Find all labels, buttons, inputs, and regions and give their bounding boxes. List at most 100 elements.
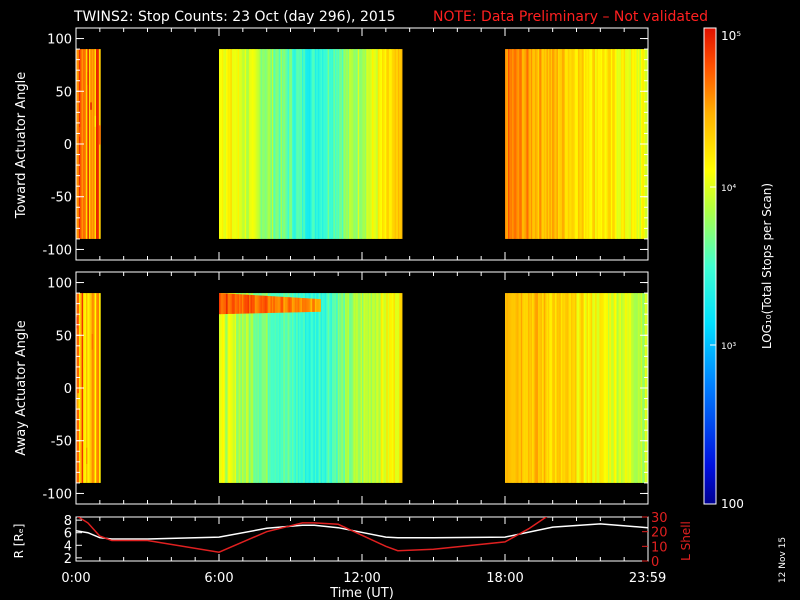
heatmap-cell (269, 293, 271, 483)
heatmap-band-cell (271, 296, 274, 313)
heatmap-band-cell (221, 293, 224, 315)
heatmap-cell (565, 49, 567, 239)
heatmap-cell (585, 49, 587, 239)
heatmap-cell (250, 293, 253, 483)
heatmap-cell (505, 293, 507, 483)
colorbar-tick-label: 100 (721, 497, 744, 511)
heatmap-cell (620, 293, 623, 483)
heatmap-band-cell (229, 293, 231, 314)
heatmap-cell (359, 293, 361, 483)
heatmap-cell (625, 49, 627, 239)
heatmap-band-cell (290, 297, 293, 313)
heatmap-cell (291, 49, 294, 239)
colorbar-tick-label: 10⁵ (721, 29, 741, 43)
heatmap-cell (350, 293, 353, 483)
heatmap-cell (303, 293, 306, 483)
heatmap-cell (625, 293, 627, 483)
heatmap-cell (520, 49, 523, 239)
heatmap-cell (369, 49, 371, 239)
heatmap-cells (76, 293, 648, 483)
heatmap-cell (261, 49, 264, 239)
heatmap-cell (539, 49, 542, 239)
heatmap-cell (569, 49, 572, 239)
heatmap-cell (364, 49, 367, 239)
heatmap-band-cell (256, 295, 259, 314)
heatmap-cell (236, 293, 238, 483)
heatmap-cell (327, 49, 330, 239)
heatmap-cell (91, 293, 94, 483)
heatmap-cell (329, 49, 331, 239)
heatmap-cell (96, 293, 98, 483)
heatmap-cell (532, 293, 534, 483)
heatmap-cell (507, 49, 510, 239)
heatmap-band-cell (317, 298, 320, 312)
heatmap-cell (336, 49, 339, 239)
heatmap-cell (537, 49, 540, 239)
heatmap-cell (572, 293, 575, 483)
heatmap-cell (314, 293, 317, 483)
heatmap-cell (535, 293, 537, 483)
heatmap-cell (231, 293, 234, 483)
heatmap-cell (522, 49, 524, 239)
heatmap-cell (593, 293, 596, 483)
heatmap-cell (226, 293, 228, 483)
heatmap-cell (226, 49, 228, 239)
heatmap-band-cell (277, 296, 280, 313)
heatmap-cell (393, 293, 396, 483)
heatmap-cell (583, 49, 586, 239)
heatmap-cell (527, 49, 530, 239)
heatmap-cell (281, 49, 284, 239)
heatmap-cell (374, 49, 377, 239)
heatmap-cell (615, 293, 617, 483)
heatmap-cell (323, 49, 326, 239)
colorbar-tick-label: 10³ (721, 342, 736, 352)
heatmap-cell (309, 293, 311, 483)
heatmap-cell (287, 293, 290, 483)
heatmap-cell (549, 49, 552, 239)
heatmap-cell (90, 49, 93, 239)
heatmap-cell (353, 49, 356, 239)
heatmap-cell (86, 293, 88, 483)
colorbar-label: LOG₁₀(Total Stops per Scan) (760, 183, 774, 349)
heatmap-cell (304, 293, 307, 483)
y-tick-label: -100 (42, 243, 72, 258)
heatmap-cell (396, 49, 399, 239)
heatmap-band-cell (303, 298, 306, 313)
heatmap-cell (286, 293, 289, 483)
heatmap-cell (543, 49, 546, 239)
heatmap-cell (392, 49, 394, 239)
lshell-tick-label: 0 (651, 555, 659, 570)
heatmap-cell (76, 316, 78, 329)
heatmap-cell (260, 49, 263, 239)
date-stamp: 12 Nov 15 (778, 537, 788, 583)
heatmap-cell (236, 49, 238, 239)
heatmap-cell (244, 293, 247, 483)
heatmap-cell (546, 49, 549, 239)
heatmap-cell (623, 293, 626, 483)
heatmap-cell (267, 49, 270, 239)
heatmap-cell (522, 293, 524, 483)
heatmap-cell (383, 49, 386, 239)
heatmap-cell (270, 293, 273, 483)
heatmap-cell (311, 293, 314, 483)
heatmap-band-cell (300, 297, 303, 313)
heatmap-band-cell (269, 296, 271, 313)
heatmap-cell (506, 49, 509, 239)
heatmap-cell (83, 49, 85, 239)
heatmap-cell (616, 293, 619, 483)
lshell-tick-label: 20 (651, 526, 668, 541)
heatmap-cell (597, 49, 600, 239)
heatmap-cell (510, 293, 513, 483)
heatmap-band-cell (286, 297, 289, 313)
heatmap-cell (626, 49, 629, 239)
heatmap-cell (279, 293, 281, 483)
heatmap-cell (346, 293, 349, 483)
heatmap-cell (570, 49, 573, 239)
heatmap-cell (316, 49, 319, 239)
heatmap-cell (623, 49, 626, 239)
heatmap-cell (586, 49, 589, 239)
heatmap-cell (316, 293, 319, 483)
heatmap-band-cell (226, 293, 228, 315)
heatmap-band-cell (283, 296, 286, 313)
